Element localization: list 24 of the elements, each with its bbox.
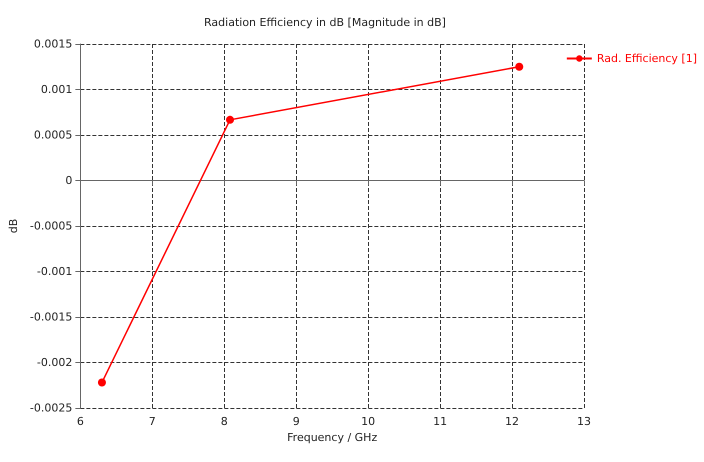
y-tick-label: -0.0025 [30, 402, 72, 414]
legend-label: Rad. Efficiency [1] [596, 52, 698, 65]
chart-title: Radiation Efficiency in dB [Magnitude in dB] [204, 16, 446, 29]
x-axis-title: Frequency / GHz [287, 431, 378, 444]
y-tick-label: -0.002 [36, 356, 72, 369]
point [98, 378, 106, 387]
y-tick-label: 0 [65, 174, 72, 187]
x-tick-label: 10 [361, 415, 376, 428]
y-tick-label: 0.001 [40, 83, 72, 96]
x-tick-label: 6 [76, 415, 84, 428]
y-axis-title: dB [7, 218, 20, 234]
point [226, 116, 234, 124]
x-tick-label: 8 [220, 415, 228, 428]
y-tick-label: -0.0005 [30, 220, 72, 232]
y-tick-label: 0.0005 [34, 128, 72, 142]
y-tick-label: -0.0015 [30, 310, 72, 324]
x-tick-label: 13 [577, 415, 591, 428]
point [515, 62, 524, 71]
x-tick-label: 12 [505, 415, 520, 428]
x-tick-label: 11 [433, 415, 448, 428]
y-tick-label: -0.001 [36, 265, 72, 278]
x-tick-label: 7 [148, 415, 156, 428]
x-tick-label: 9 [292, 415, 300, 428]
y-tick-label: 0.0015 [34, 38, 72, 50]
